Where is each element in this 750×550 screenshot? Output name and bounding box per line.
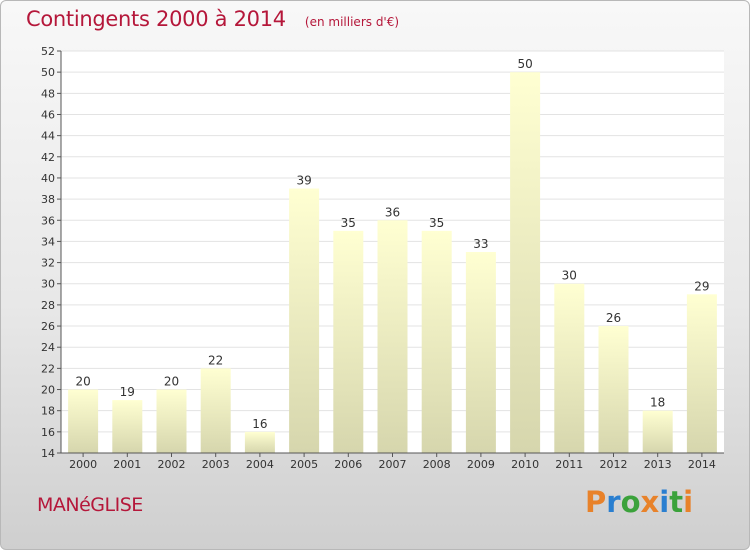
data-label: 33 [473, 237, 488, 251]
data-label: 22 [208, 353, 223, 367]
bar [510, 72, 541, 453]
y-tick-label: 28 [41, 299, 55, 312]
logo-letter: i [683, 485, 694, 519]
bar [598, 326, 629, 453]
x-tick-label: 2003 [202, 458, 230, 471]
x-tick-label: 2002 [158, 458, 186, 471]
data-label: 26 [606, 311, 621, 325]
logo-letter: P [585, 485, 607, 519]
data-label: 35 [341, 216, 356, 230]
bar [421, 230, 452, 453]
bars: 20 19 20 22 16 39 35 36 35 33 50 30 26 18 29 [68, 57, 717, 454]
y-tick-label: 40 [41, 172, 55, 185]
y-tick-label: 36 [41, 214, 55, 227]
x-tick-label: 2014 [688, 458, 716, 471]
bar [333, 230, 364, 453]
bar [686, 294, 717, 453]
logo-letter: r [606, 485, 621, 519]
y-tick-label: 24 [41, 341, 55, 354]
bar [68, 389, 99, 453]
x-tick-label: 2007 [379, 458, 407, 471]
bar [200, 368, 231, 453]
y-tick-label: 22 [41, 362, 55, 375]
data-label: 39 [296, 174, 311, 188]
bar [156, 389, 187, 453]
x-tick-label: 2013 [644, 458, 672, 471]
data-label: 30 [562, 269, 577, 283]
data-label: 18 [650, 396, 665, 410]
y-tick-label: 52 [41, 45, 55, 58]
x-tick-label: 2010 [511, 458, 539, 471]
x-tick-label: 2000 [69, 458, 97, 471]
logo-letter: i [659, 485, 670, 519]
bar [377, 220, 408, 453]
data-label: 16 [252, 417, 267, 431]
x-tick-label: 2006 [334, 458, 362, 471]
y-tick-label: 50 [41, 66, 55, 79]
x-tick-label: 2012 [600, 458, 628, 471]
x-tick-label: 2005 [290, 458, 318, 471]
logo-letter: x [640, 485, 660, 519]
proxiti-logo: Proxiti [585, 485, 693, 519]
y-tick-label: 30 [41, 278, 55, 291]
data-label: 35 [429, 216, 444, 230]
chart-unit: (en milliers d'€) [304, 15, 400, 29]
y-tick-label: 34 [41, 235, 55, 248]
data-label: 19 [120, 385, 135, 399]
x-tick-label: 2001 [113, 458, 141, 471]
data-label: 36 [385, 205, 400, 219]
x-tick-label: 2011 [555, 458, 583, 471]
title-row: Contingents 2000 à 2014 (en milliers d'€… [26, 7, 399, 31]
bar [244, 431, 275, 453]
bar [465, 252, 496, 453]
x-tick-label: 2009 [467, 458, 495, 471]
x-tick-label: 2004 [246, 458, 274, 471]
axes: 14 16 18 20 22 24 26 28 30 32 34 36 38 40 42 44 46 48 50 52… [41, 45, 724, 471]
y-tick-label: 26 [41, 320, 55, 333]
y-tick-label: 14 [41, 447, 55, 460]
data-label: 20 [75, 375, 90, 389]
bar [289, 188, 320, 454]
logo-letter: t [669, 485, 684, 519]
bar [112, 400, 143, 453]
y-tick-label: 44 [41, 130, 55, 143]
y-tick-label: 18 [41, 405, 55, 418]
bar [642, 410, 673, 453]
data-label: 20 [164, 375, 179, 389]
x-tick-label: 2008 [423, 458, 451, 471]
y-tick-label: 38 [41, 193, 55, 206]
y-tick-label: 46 [41, 108, 55, 121]
data-label: 29 [694, 279, 709, 293]
y-tick-label: 16 [41, 426, 55, 439]
data-label: 50 [517, 57, 532, 71]
commune-name: MANéGLISE [37, 494, 143, 516]
logo-letter: o [620, 485, 641, 519]
y-tick-label: 42 [41, 151, 55, 164]
y-tick-label: 48 [41, 87, 55, 100]
y-tick-label: 32 [41, 257, 55, 270]
bar [554, 283, 585, 453]
y-tick-label: 20 [41, 384, 55, 397]
chart-title: Contingents 2000 à 2014 [26, 7, 286, 31]
